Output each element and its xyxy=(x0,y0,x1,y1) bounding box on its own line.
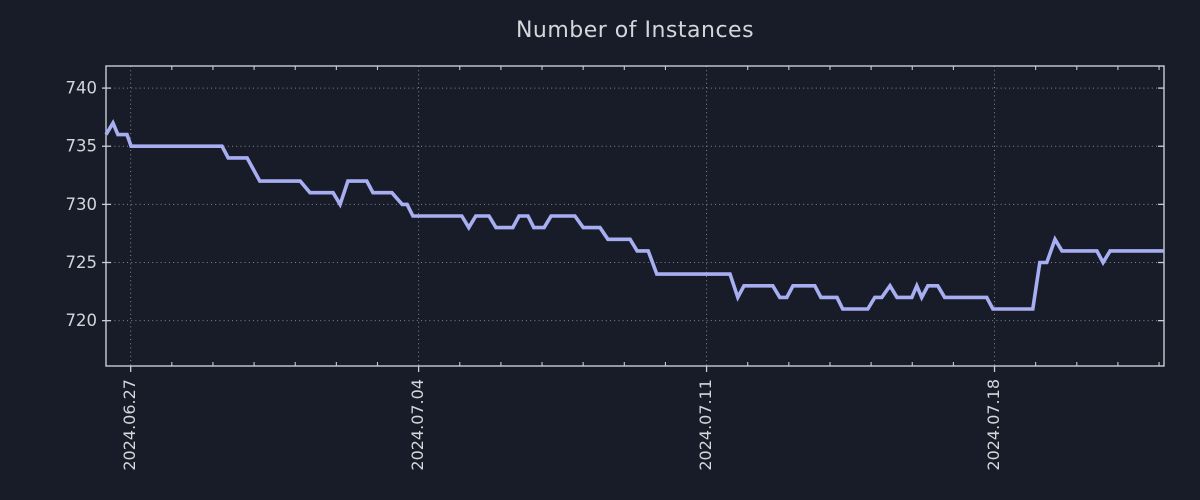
x-tick-label: 2024.07.18 xyxy=(984,379,1003,471)
x-tick-label: 2024.07.04 xyxy=(408,379,427,471)
y-tick-label: 720 xyxy=(66,311,98,330)
y-tick-label: 725 xyxy=(66,253,98,272)
y-tick-label: 740 xyxy=(66,79,98,98)
plot-border xyxy=(105,65,1165,367)
x-tick-label: 2024.07.11 xyxy=(696,379,715,471)
y-tick-label: 735 xyxy=(66,137,98,156)
x-tick-label: 2024.06.27 xyxy=(120,379,139,471)
y-tick-label: 730 xyxy=(66,195,98,214)
data-line-instances xyxy=(104,119,1164,311)
chart-title: Number of Instances xyxy=(515,18,755,43)
